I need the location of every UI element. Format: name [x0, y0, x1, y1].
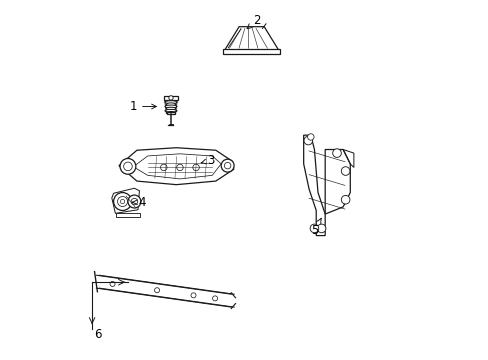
Circle shape — [176, 164, 183, 171]
Circle shape — [154, 288, 159, 293]
Ellipse shape — [164, 101, 177, 104]
Circle shape — [341, 195, 349, 204]
Circle shape — [332, 149, 341, 157]
Text: 5: 5 — [310, 218, 321, 237]
Bar — [164, 96, 178, 100]
Circle shape — [191, 293, 196, 298]
Ellipse shape — [166, 107, 175, 110]
Circle shape — [304, 136, 312, 145]
Bar — [116, 213, 140, 217]
Text: 1: 1 — [129, 100, 156, 113]
Circle shape — [168, 96, 173, 100]
Circle shape — [117, 197, 127, 207]
Circle shape — [128, 195, 141, 208]
Ellipse shape — [164, 109, 177, 112]
Text: 6: 6 — [94, 328, 101, 341]
Bar — [166, 112, 175, 114]
Text: 4: 4 — [132, 196, 146, 209]
Text: 3: 3 — [201, 154, 214, 167]
Circle shape — [160, 164, 167, 171]
Circle shape — [317, 224, 325, 233]
Circle shape — [120, 158, 136, 174]
Circle shape — [192, 164, 199, 171]
Circle shape — [113, 193, 131, 211]
Ellipse shape — [164, 105, 177, 108]
Circle shape — [224, 162, 230, 169]
Circle shape — [221, 159, 234, 172]
Circle shape — [131, 198, 137, 205]
Circle shape — [309, 224, 318, 233]
Ellipse shape — [166, 103, 175, 106]
Circle shape — [123, 162, 132, 171]
Circle shape — [110, 282, 115, 287]
Bar — [223, 49, 280, 54]
Circle shape — [120, 199, 124, 204]
Circle shape — [212, 296, 217, 301]
Circle shape — [341, 167, 349, 175]
Ellipse shape — [166, 112, 175, 114]
Circle shape — [307, 134, 313, 140]
Text: 2: 2 — [246, 14, 260, 29]
